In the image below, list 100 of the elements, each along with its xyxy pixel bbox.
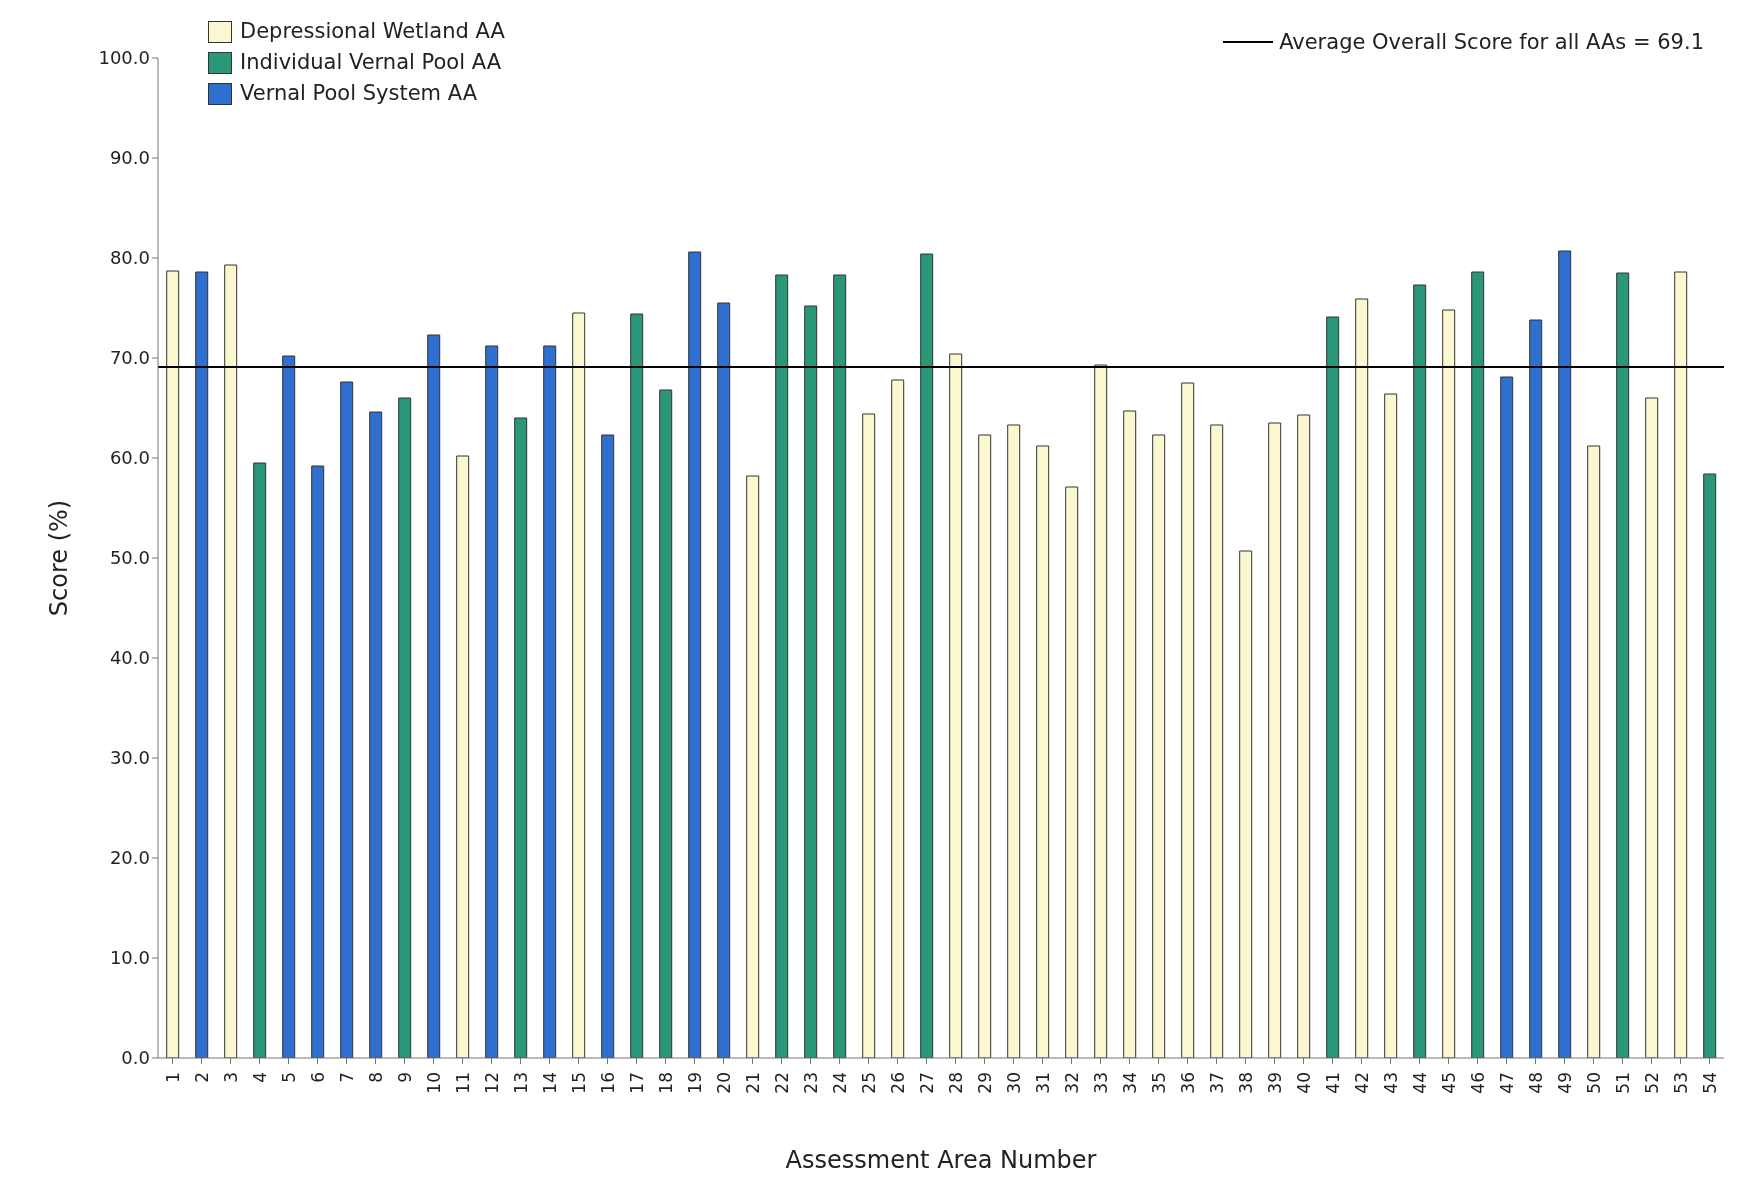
bar	[543, 345, 557, 1058]
bar	[1471, 271, 1485, 1058]
x-tick-label: 17	[626, 1072, 647, 1094]
x-tick-label: 48	[1525, 1072, 1546, 1094]
x-tick-label: 12	[481, 1072, 502, 1094]
bar	[1645, 397, 1659, 1058]
x-tick-label: 44	[1409, 1072, 1430, 1094]
bar	[166, 270, 180, 1058]
x-tick-label: 7	[336, 1072, 357, 1083]
x-tick-label: 45	[1438, 1072, 1459, 1094]
x-axis-title: Assessment Area Number	[785, 1146, 1097, 1174]
bar	[1268, 422, 1282, 1058]
x-tick-label: 35	[1148, 1072, 1169, 1094]
x-tick-label: 10	[423, 1072, 444, 1094]
bar	[340, 381, 354, 1058]
x-tick-label: 50	[1583, 1072, 1604, 1094]
x-tick-label: 32	[1061, 1072, 1082, 1094]
x-tick-label: 27	[916, 1072, 937, 1094]
bar	[1152, 434, 1166, 1058]
x-tick-label: 41	[1322, 1072, 1343, 1094]
bar	[1239, 550, 1253, 1058]
x-tick-label: 15	[568, 1072, 589, 1094]
x-tick-label: 52	[1641, 1072, 1662, 1094]
x-tick-label: 19	[684, 1072, 705, 1094]
y-tick-label: 80.0	[109, 247, 150, 269]
bar	[601, 434, 615, 1058]
bar	[746, 475, 760, 1058]
y-tick-label: 20.0	[109, 847, 150, 869]
y-tick-label: 10.0	[109, 947, 150, 969]
y-tick-label: 70.0	[109, 347, 150, 369]
x-tick-label: 33	[1090, 1072, 1111, 1094]
x-tick-label: 40	[1293, 1072, 1314, 1094]
x-tick-label: 21	[742, 1072, 763, 1094]
bar	[1123, 410, 1137, 1058]
x-tick-label: 4	[249, 1072, 270, 1083]
bar	[1181, 382, 1195, 1058]
y-tick-label: 50.0	[109, 547, 150, 569]
bar	[311, 465, 325, 1058]
bar	[1616, 272, 1630, 1058]
x-tick-label: 42	[1351, 1072, 1372, 1094]
bar	[1500, 376, 1514, 1058]
x-tick-label: 14	[539, 1072, 560, 1094]
bar	[1036, 445, 1050, 1058]
x-tick-label: 36	[1177, 1072, 1198, 1094]
x-tick-label: 6	[307, 1072, 328, 1083]
x-tick-label: 53	[1670, 1072, 1691, 1094]
bar	[427, 334, 441, 1058]
bar	[514, 417, 528, 1058]
bar	[1529, 319, 1543, 1058]
bar	[1442, 309, 1456, 1058]
x-tick-label: 37	[1206, 1072, 1227, 1094]
bar	[572, 312, 586, 1058]
bar	[485, 345, 499, 1058]
x-tick-label: 24	[829, 1072, 850, 1094]
x-tick-label: 28	[945, 1072, 966, 1094]
bar	[659, 389, 673, 1058]
legend-label: Vernal Pool System AA	[240, 80, 478, 107]
bar	[862, 413, 876, 1058]
bar	[1297, 414, 1311, 1058]
x-tick-label: 31	[1032, 1072, 1053, 1094]
x-tick-label: 29	[974, 1072, 995, 1094]
y-tick-label: 60.0	[109, 447, 150, 469]
x-tick-label: 43	[1380, 1072, 1401, 1094]
y-tick-label: 40.0	[109, 647, 150, 669]
x-tick-label: 3	[220, 1072, 241, 1083]
bar	[1094, 364, 1108, 1058]
legend-label: Average Overall Score for all AAs = 69.1	[1279, 30, 1704, 54]
legend-label: Depressional Wetland AA	[240, 18, 505, 45]
y-tick-label: 100.0	[98, 47, 150, 69]
x-tick-label: 9	[394, 1072, 415, 1083]
bar	[1703, 473, 1717, 1058]
bar	[833, 274, 847, 1058]
bar	[1558, 250, 1572, 1058]
bar	[891, 379, 905, 1058]
x-tick-label: 8	[365, 1072, 386, 1083]
bar	[195, 271, 209, 1058]
x-tick-label: 26	[887, 1072, 908, 1094]
bar	[1355, 298, 1369, 1058]
bar	[1384, 393, 1398, 1058]
x-tick-label: 25	[858, 1072, 879, 1094]
x-tick-label: 49	[1554, 1072, 1575, 1094]
x-tick-label: 5	[278, 1072, 299, 1083]
x-tick-label: 11	[452, 1072, 473, 1094]
bar	[978, 434, 992, 1058]
x-tick-label: 1	[162, 1072, 183, 1083]
x-tick-label: 34	[1119, 1072, 1140, 1094]
bar	[630, 313, 644, 1058]
bar	[253, 462, 267, 1058]
y-axis-title: Score (%)	[44, 499, 73, 617]
bar	[1210, 424, 1224, 1058]
bar	[369, 411, 383, 1058]
bar	[1007, 424, 1021, 1058]
bar	[949, 353, 963, 1058]
x-tick-label: 23	[800, 1072, 821, 1094]
bar	[398, 397, 412, 1058]
x-tick-label: 51	[1612, 1072, 1633, 1094]
bar	[717, 302, 731, 1058]
x-tick-label: 30	[1003, 1072, 1024, 1094]
bar	[282, 355, 296, 1058]
bar	[920, 253, 934, 1058]
